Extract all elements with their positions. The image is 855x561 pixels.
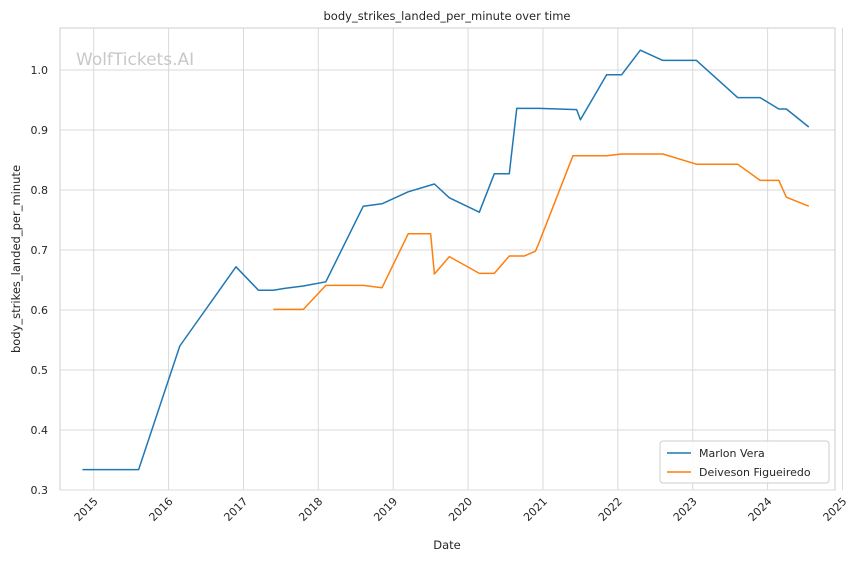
y-tick-label: 0.3 [31, 484, 49, 497]
x-gridlines [93, 28, 843, 490]
series-line-2 [273, 153, 810, 311]
legend: Marlon Vera Deiveson Figueiredo [659, 440, 830, 484]
series-line-1 [82, 49, 810, 471]
y-tick-label: 1.0 [31, 64, 49, 77]
y-axis-title: body_strikes_landed_per_minute [9, 165, 23, 353]
legend-label-2: Deiveson Figueiredo [699, 466, 811, 479]
y-tick-labels: 0.3 0.4 0.5 0.6 0.7 0.8 0.9 1.0 [31, 64, 49, 497]
legend-label-1: Marlon Vera [699, 447, 765, 460]
chart-title: body_strikes_landed_per_minute over time [324, 9, 571, 23]
y-gridlines [60, 69, 835, 491]
x-axis-title: Date [433, 538, 461, 552]
watermark: WolfTickets.AI [76, 50, 194, 70]
y-tick-label: 0.8 [31, 184, 49, 197]
y-tick-label: 0.6 [31, 304, 49, 317]
y-tick-label: 0.9 [31, 124, 49, 137]
y-tick-label: 0.4 [31, 424, 49, 437]
series-lines [82, 49, 810, 471]
legend-box [659, 440, 830, 484]
y-tick-label: 0.5 [31, 364, 49, 377]
y-tick-label: 0.7 [31, 244, 49, 257]
